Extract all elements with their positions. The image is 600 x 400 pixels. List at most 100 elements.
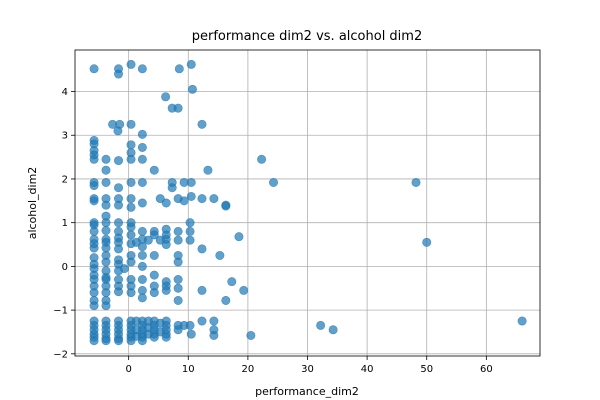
data-point	[126, 202, 136, 212]
y-tick-label: 2	[62, 174, 68, 185]
data-point	[89, 64, 99, 74]
data-point	[173, 226, 183, 236]
data-point	[209, 316, 219, 326]
data-point	[173, 295, 183, 305]
data-point	[101, 301, 111, 311]
data-point	[215, 250, 225, 260]
data-point	[203, 165, 213, 175]
x-tick-label: 50	[420, 364, 433, 375]
data-point	[197, 316, 207, 326]
data-point	[174, 64, 184, 74]
data-point	[101, 288, 111, 298]
y-axis-label: alcohol_dim2	[26, 167, 39, 240]
data-point	[137, 64, 147, 74]
data-point	[185, 320, 195, 330]
y-tick-label: 4	[62, 87, 68, 98]
data-point	[126, 119, 136, 129]
data-point	[149, 332, 159, 342]
data-point	[101, 154, 111, 164]
data-point	[137, 226, 147, 236]
x-tick-label: 40	[361, 364, 374, 375]
data-point	[161, 285, 171, 295]
data-point	[114, 183, 124, 193]
data-point	[126, 177, 136, 187]
data-point	[186, 329, 196, 339]
data-point	[197, 244, 207, 254]
x-tick-label: 30	[301, 364, 314, 375]
data-point	[137, 198, 147, 208]
data-points	[89, 59, 527, 346]
data-point	[89, 336, 99, 346]
data-point	[126, 194, 136, 204]
data-point	[137, 242, 147, 252]
data-point	[167, 183, 177, 193]
data-point	[149, 288, 159, 298]
data-point	[411, 177, 421, 187]
data-point	[101, 177, 111, 187]
data-point	[173, 274, 183, 284]
data-point	[126, 222, 136, 232]
data-point	[149, 270, 159, 280]
data-point	[143, 235, 153, 245]
data-point	[246, 330, 256, 340]
data-point	[126, 154, 136, 164]
y-tick-label: −1	[53, 306, 68, 317]
y-tick-label: −2	[53, 349, 68, 360]
data-point	[89, 301, 99, 311]
data-point	[89, 288, 99, 298]
data-point	[185, 235, 195, 245]
data-point	[328, 325, 338, 335]
data-point	[227, 277, 237, 287]
data-point	[185, 226, 195, 236]
data-point	[137, 177, 147, 187]
data-point	[185, 218, 195, 228]
data-point	[101, 165, 111, 175]
x-tick-label: 20	[242, 364, 255, 375]
y-tick-label: 3	[62, 131, 68, 142]
data-point	[257, 154, 267, 164]
data-point	[422, 237, 432, 247]
data-point	[197, 119, 207, 129]
data-point	[234, 232, 244, 242]
data-point	[126, 230, 136, 240]
data-point	[197, 285, 207, 295]
data-point	[101, 336, 111, 346]
data-point	[161, 198, 171, 208]
data-point	[269, 177, 279, 187]
data-point	[221, 295, 231, 305]
data-point	[89, 181, 99, 191]
data-point	[101, 226, 111, 236]
data-point	[114, 336, 124, 346]
data-point	[114, 218, 124, 228]
data-point	[89, 226, 99, 236]
y-tick-label: 0	[62, 262, 68, 273]
data-point	[89, 196, 99, 206]
chart-title: performance dim2 vs. alcohol dim2	[192, 29, 422, 44]
data-point	[173, 257, 183, 267]
data-point	[101, 200, 111, 210]
data-point	[126, 257, 136, 267]
data-point	[137, 336, 147, 346]
data-point	[221, 201, 231, 211]
data-point	[137, 293, 147, 303]
data-point	[517, 316, 527, 326]
data-point	[114, 156, 124, 166]
data-point	[186, 177, 196, 187]
data-point	[137, 142, 147, 152]
y-axis-ticks: −2 −1 0 1 2 3 4	[53, 87, 75, 360]
data-point	[137, 154, 147, 164]
data-point	[114, 200, 124, 210]
data-point	[239, 285, 249, 295]
data-point	[187, 84, 197, 94]
data-point	[173, 103, 183, 113]
data-point	[209, 330, 219, 340]
data-point	[114, 69, 124, 79]
data-point	[186, 59, 196, 69]
data-point	[101, 257, 111, 267]
data-point	[119, 264, 129, 274]
data-point	[114, 244, 124, 254]
data-point	[161, 240, 171, 250]
data-point	[149, 250, 159, 260]
x-tick-label: 10	[182, 364, 195, 375]
